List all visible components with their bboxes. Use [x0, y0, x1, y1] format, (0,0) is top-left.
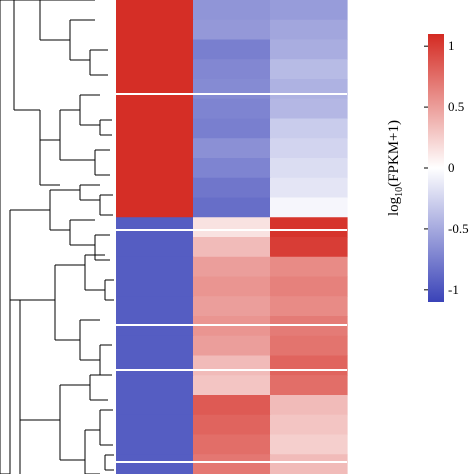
- heatmap-cell: [193, 414, 271, 436]
- heatmap-cell: [270, 434, 348, 455]
- heatmap-cell: [193, 59, 271, 80]
- heatmap-cell: [193, 39, 271, 60]
- heatmap-cell: [270, 59, 348, 80]
- colorbar-ticks: 1 0.5 0 -0.5 -1: [424, 38, 469, 297]
- heatmap-cell: [116, 375, 194, 396]
- heatmap-cell: [116, 158, 194, 179]
- heatmap-cell: [193, 454, 271, 474]
- heatmap-cell: [270, 138, 348, 159]
- colorbar: 1 0.5 0 -0.5 -1 log10(FPKM+1): [386, 34, 469, 302]
- heatmap-cell: [116, 454, 194, 474]
- heatmap-cell: [116, 177, 194, 199]
- heatmap-cell: [270, 177, 348, 199]
- heatmap-cell: [270, 217, 348, 238]
- heatmap-cell: [193, 256, 271, 278]
- heatmap-cell: [270, 39, 348, 60]
- heatmap-cell: [116, 335, 194, 357]
- cluster-separators: [116, 93, 347, 463]
- heatmap-cells: [116, 0, 348, 474]
- heatmap-cell: [270, 276, 348, 297]
- heatmap-cell: [193, 19, 271, 41]
- heatmap-cell: [270, 395, 348, 416]
- heatmap-cell: [116, 355, 194, 376]
- heatmap-cell: [270, 316, 348, 337]
- heatmap-cell: [270, 375, 348, 396]
- heatmap-cell: [270, 197, 348, 218]
- colorbar-label: log10(FPKM+1): [386, 120, 405, 216]
- heatmap-cell: [193, 276, 271, 297]
- heatmap-cell: [193, 296, 271, 317]
- heatmap-cell: [193, 375, 271, 396]
- colorbar-label-rest: (FPKM+1): [386, 120, 402, 187]
- heatmap-cell: [270, 414, 348, 436]
- heatmap-cell: [116, 19, 194, 41]
- heatmap-cell: [193, 0, 271, 21]
- heatmap-cell: [116, 197, 194, 218]
- heatmap-cell: [270, 237, 348, 258]
- heatmap-cell: [116, 98, 194, 120]
- heatmap-cell: [116, 237, 194, 258]
- heatmap-cell: [116, 138, 194, 159]
- heatmap-cell: [116, 39, 194, 60]
- heatmap-cell: [270, 0, 348, 21]
- heatmap-cell: [270, 118, 348, 139]
- heatmap-cell: [193, 316, 271, 337]
- heatmap-cell: [116, 59, 194, 80]
- heatmap-cell: [270, 98, 348, 120]
- heatmap-cell: [116, 296, 194, 317]
- colorbar-label-sub: 10: [394, 187, 405, 197]
- heatmap-cell: [116, 395, 194, 416]
- heatmap-cell: [193, 79, 271, 100]
- heatmap-cell: [270, 296, 348, 317]
- heatmap-cell: [270, 158, 348, 179]
- colorbar-label-main: log: [386, 196, 402, 216]
- heatmap-cell: [193, 197, 271, 218]
- heatmap-cell: [193, 177, 271, 199]
- heatmap-cell: [270, 335, 348, 357]
- heatmap-cell: [193, 118, 271, 139]
- heatmap-cell: [193, 395, 271, 416]
- heatmap-cell: [193, 335, 271, 357]
- colorbar-gradient: [428, 34, 444, 302]
- heatmap-cell: [116, 316, 194, 337]
- heatmap-cell: [193, 98, 271, 120]
- heatmap-cell: [116, 276, 194, 297]
- heatmap-cell: [116, 256, 194, 278]
- heatmap-cell: [116, 434, 194, 455]
- heatmap-cell: [270, 355, 348, 376]
- heatmap-cell: [116, 0, 194, 21]
- heatmap-cell: [270, 19, 348, 41]
- heatmap-cell: [193, 237, 271, 258]
- heatmap-cell: [116, 217, 194, 238]
- heatmap-cell: [193, 217, 271, 238]
- heatmap-cell: [193, 158, 271, 179]
- heatmap-cell: [193, 434, 271, 455]
- heatmap-cell: [270, 256, 348, 278]
- colorbar-tick-label: 0.5: [448, 99, 464, 114]
- heatmap-cell: [270, 79, 348, 100]
- heatmap-cell: [116, 118, 194, 139]
- heatmap-cell: [193, 138, 271, 159]
- colorbar-tick-label: -1: [448, 282, 459, 297]
- heatmap-cell: [193, 355, 271, 376]
- row-dendrogram: [0, 0, 114, 474]
- heatmap-cell: [116, 414, 194, 436]
- colorbar-tick-label: 0: [448, 160, 455, 175]
- heatmap-cell: [116, 79, 194, 100]
- colorbar-tick-label: -0.5: [448, 221, 469, 236]
- heatmap-cell: [270, 454, 348, 474]
- colorbar-tick-label: 1: [448, 38, 455, 53]
